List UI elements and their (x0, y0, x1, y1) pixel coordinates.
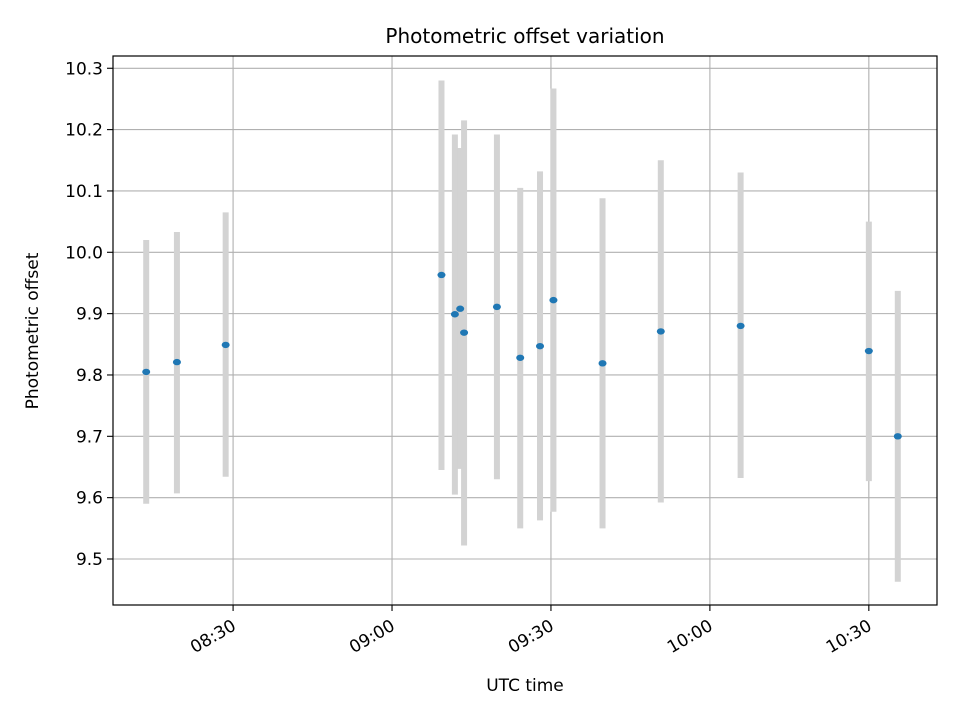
data-point (460, 329, 469, 336)
x-axis-title: UTC time (486, 676, 564, 696)
y-tick-label: 9.5 (76, 550, 103, 570)
data-point (456, 305, 465, 312)
data-point (549, 296, 558, 304)
data-point (221, 341, 230, 349)
data-point (598, 360, 607, 367)
data-point (516, 354, 525, 361)
data-point (492, 303, 501, 311)
data-point (656, 328, 665, 335)
y-tick-label: 10.2 (65, 121, 103, 141)
data-point (864, 347, 873, 355)
y-tick-label: 9.8 (76, 366, 103, 386)
plot-frame (112, 55, 938, 606)
y-tick-label: 9.9 (76, 305, 103, 325)
chart-title: Photometric offset variation (385, 24, 664, 48)
data-point (172, 358, 181, 366)
data-point (536, 342, 545, 350)
data-point (736, 322, 745, 330)
y-tick-label: 9.6 (76, 489, 103, 509)
y-tick-label: 10.3 (65, 59, 103, 79)
y-axis-ticks: 9.5 9.6 9.7 9.8 9.9 10.0 10.1 10.2 10.3 (65, 59, 113, 570)
data-point (437, 271, 446, 279)
y-tick-label: 9.7 (76, 427, 103, 447)
y-axis-title: Photometric offset (23, 252, 43, 409)
y-tick-label: 10.0 (65, 243, 103, 263)
data-points (142, 271, 902, 440)
data-point (142, 368, 151, 376)
data-point (450, 311, 459, 318)
y-tick-label: 10.1 (65, 182, 103, 202)
data-point (893, 433, 902, 440)
